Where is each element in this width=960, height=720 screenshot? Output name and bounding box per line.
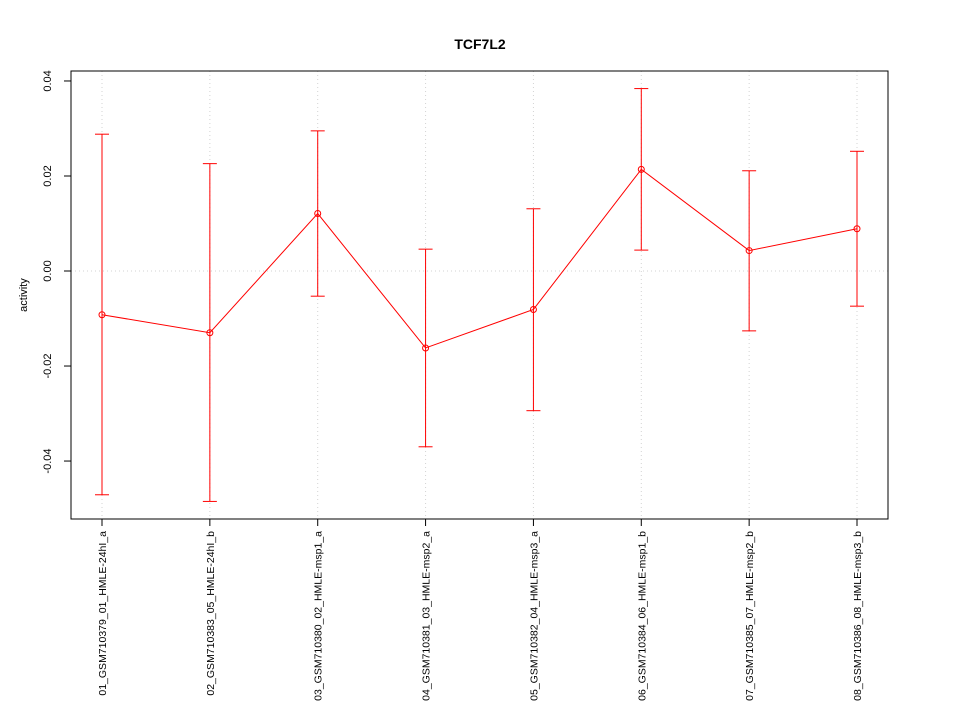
x-axis: 01_GSM710379_01_HMLE-24hI_a 02_GSM710383_… (97, 518, 864, 701)
x-tick-label: 03_GSM710380_02_HMLE-msp1_a (313, 531, 325, 701)
x-tick-label: 05_GSM710382_04_HMLE-msp3_a (528, 531, 540, 701)
data-point (422, 344, 430, 352)
data-point (637, 165, 645, 173)
y-tick-label: 0.02 (42, 165, 54, 186)
y-tick-label: -0.02 (42, 353, 54, 378)
data-point (745, 247, 753, 255)
plot-frame (70, 70, 889, 520)
y-tick-label: 0.00 (42, 260, 54, 281)
x-tick-label: 01_GSM710379_01_HMLE-24hI_a (97, 531, 109, 696)
x-tick-label: 08_GSM710386_08_HMLE-msp3_b (852, 531, 864, 701)
series-line (101, 168, 858, 349)
y-tick-label: -0.04 (42, 449, 54, 474)
series (95, 88, 864, 502)
data-point (529, 305, 537, 313)
data-point (314, 210, 322, 218)
data-point (98, 311, 106, 319)
x-tick-label: 02_GSM710383_05_HMLE-24hI_b (205, 531, 217, 696)
grid (71, 71, 888, 519)
x-tick-label: 04_GSM710381_03_HMLE-msp2_a (421, 531, 433, 701)
x-tick-label: 06_GSM710384_06_HMLE-msp1_b (636, 531, 648, 701)
y-axis: -0.04 -0.02 0.00 0.02 0.04 (42, 70, 72, 474)
chart-title: TCF7L2 (454, 36, 506, 52)
x-tick-label: 07_GSM710385_07_HMLE-msp2_b (744, 531, 756, 701)
y-tick-label: 0.04 (42, 70, 54, 91)
data-point (853, 225, 861, 233)
data-point (206, 329, 214, 337)
y-axis-label: activity (18, 278, 30, 312)
